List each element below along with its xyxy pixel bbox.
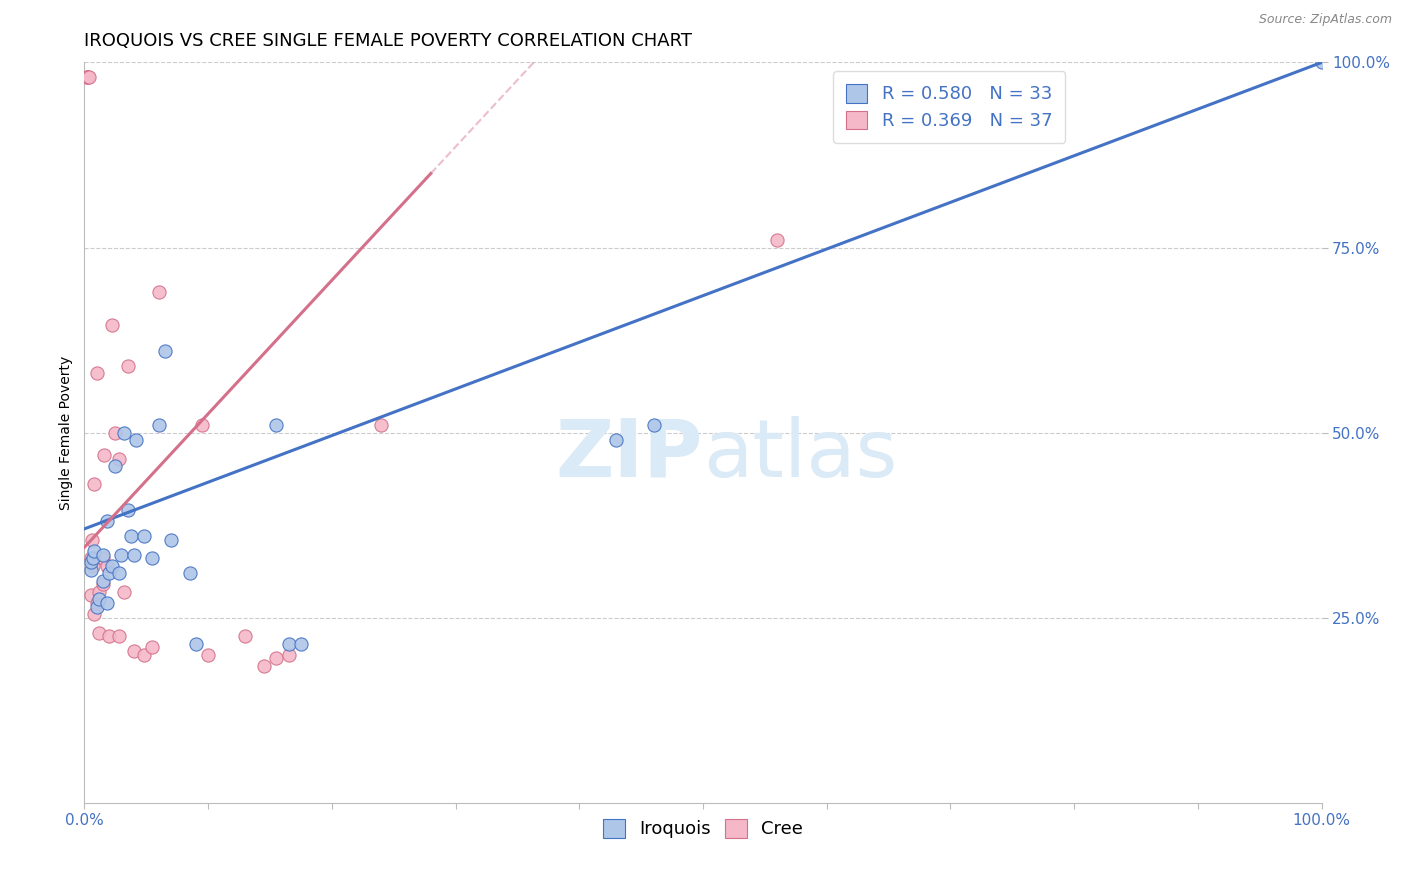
Point: [132, 529, 155, 543]
Text: IROQUOIS VS CREE SINGLE FEMALE POVERTY CORRELATION CHART: IROQUOIS VS CREE SINGLE FEMALE POVERTY C…: [84, 32, 692, 50]
Point: [643, 418, 665, 433]
Point: [141, 551, 163, 566]
Point: [77, 70, 100, 85]
Point: [108, 566, 131, 581]
Point: [89, 592, 111, 607]
Point: [86, 599, 108, 614]
Point: [76, 70, 98, 85]
Point: [370, 418, 392, 433]
Point: [79, 70, 101, 85]
Point: [264, 651, 287, 665]
Point: [79, 563, 101, 577]
Point: [83, 607, 105, 621]
Point: [104, 458, 127, 473]
Point: [89, 584, 111, 599]
Point: [100, 558, 122, 573]
Point: [96, 558, 118, 573]
Point: [148, 418, 170, 433]
Point: [125, 433, 148, 447]
Text: atlas: atlas: [703, 416, 897, 494]
Point: [91, 577, 114, 591]
Point: [179, 566, 201, 581]
Point: [233, 629, 256, 643]
Point: [132, 648, 155, 662]
Point: [82, 558, 104, 573]
Point: [153, 344, 176, 359]
Point: [122, 548, 145, 562]
Point: [112, 584, 135, 599]
Point: [112, 425, 135, 440]
Point: [79, 555, 101, 569]
Point: [191, 418, 214, 433]
Point: [253, 658, 276, 673]
Point: [120, 529, 142, 543]
Point: [108, 629, 131, 643]
Text: Source: ZipAtlas.com: Source: ZipAtlas.com: [1258, 13, 1392, 27]
Point: [86, 596, 108, 610]
Point: [148, 285, 170, 299]
Point: [197, 648, 219, 662]
Point: [100, 318, 122, 333]
Point: [86, 367, 108, 381]
Y-axis label: Single Female Poverty: Single Female Poverty: [59, 356, 73, 509]
Point: [96, 596, 118, 610]
Point: [83, 477, 105, 491]
Point: [184, 637, 207, 651]
Point: [264, 418, 287, 433]
Point: [79, 551, 101, 566]
Point: [160, 533, 183, 547]
Point: [141, 640, 163, 655]
Point: [82, 551, 104, 566]
Point: [79, 589, 101, 603]
Point: [80, 533, 103, 547]
Point: [96, 515, 118, 529]
Text: ZIP: ZIP: [555, 416, 703, 494]
Point: [91, 548, 114, 562]
Point: [89, 625, 111, 640]
Point: [98, 629, 121, 643]
Point: [91, 551, 114, 566]
Point: [108, 451, 131, 466]
Point: [277, 637, 299, 651]
Legend: Iroquois, Cree: Iroquois, Cree: [596, 812, 810, 846]
Point: [605, 433, 627, 447]
Point: [110, 548, 132, 562]
Point: [76, 70, 98, 85]
Point: [1310, 55, 1333, 70]
Point: [91, 574, 114, 588]
Point: [83, 544, 105, 558]
Point: [93, 448, 115, 462]
Point: [117, 359, 139, 373]
Point: [277, 648, 299, 662]
Point: [98, 566, 121, 581]
Point: [122, 644, 145, 658]
Point: [766, 233, 789, 247]
Point: [104, 425, 127, 440]
Point: [117, 503, 139, 517]
Point: [290, 637, 312, 651]
